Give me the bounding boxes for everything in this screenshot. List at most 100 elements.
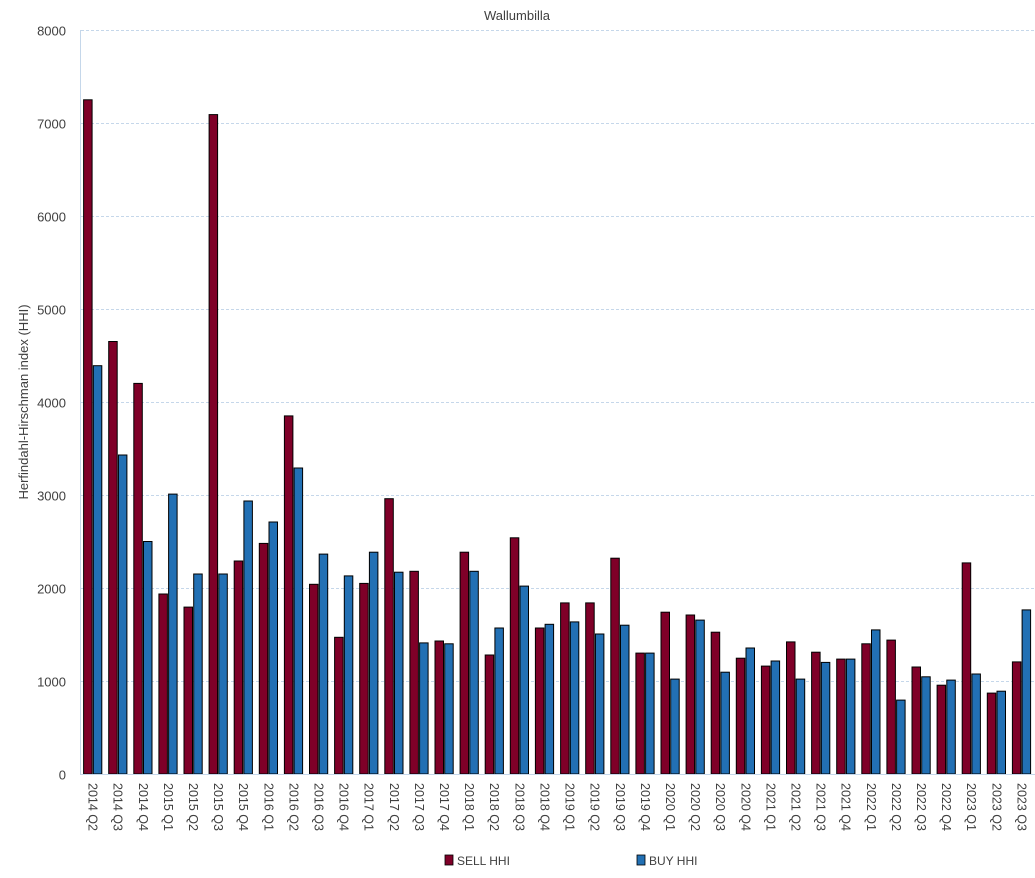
x-tick-label: 2017 Q2 bbox=[387, 783, 401, 831]
bar-buy bbox=[820, 661, 831, 775]
x-tick-label: 2020 Q1 bbox=[663, 783, 677, 831]
x-tick-label: 2017 Q4 bbox=[437, 783, 451, 831]
x-tick-label: 2018 Q3 bbox=[512, 783, 526, 831]
bar-buy bbox=[519, 585, 529, 775]
bar-buy bbox=[544, 623, 555, 775]
bar-sell bbox=[986, 692, 997, 775]
y-tick-label: 0 bbox=[59, 768, 66, 783]
y-axis-label: Herfindahl-Hirschman index (HHI) bbox=[16, 304, 31, 499]
x-tick-label: 2014 Q2 bbox=[86, 783, 100, 831]
bar-buy bbox=[946, 679, 956, 775]
bar-sell bbox=[158, 593, 168, 775]
x-tick-label: 2014 Q3 bbox=[111, 783, 125, 831]
bars bbox=[83, 99, 1032, 775]
x-tick-label: 2019 Q4 bbox=[638, 783, 652, 831]
bar-buy bbox=[243, 500, 253, 775]
bar-buy bbox=[494, 627, 504, 775]
x-tick-label: 2016 Q1 bbox=[261, 783, 275, 831]
x-tick-label: 2021 Q4 bbox=[839, 783, 853, 831]
y-tick-label: 7000 bbox=[37, 117, 66, 132]
bar-sell bbox=[108, 341, 118, 775]
bar-sell bbox=[760, 665, 771, 775]
y-tick-label: 6000 bbox=[37, 210, 66, 225]
x-tick-label: 2016 Q2 bbox=[286, 783, 300, 831]
x-tick-label: 2021 Q2 bbox=[789, 783, 803, 831]
bar-sell bbox=[836, 658, 846, 775]
bar-buy bbox=[469, 570, 479, 775]
x-tick-label: 2016 Q3 bbox=[312, 783, 326, 831]
bar-sell bbox=[534, 627, 545, 775]
bar-sell bbox=[283, 415, 294, 775]
x-tick-label: 2019 Q3 bbox=[613, 783, 627, 831]
chart-title: Wallumbilla bbox=[484, 8, 551, 23]
x-tick-label: 2015 Q2 bbox=[186, 783, 200, 831]
bar-sell bbox=[811, 651, 821, 775]
bar-buy bbox=[168, 493, 178, 775]
bar-buy bbox=[193, 573, 203, 775]
x-tick-label: 2015 Q4 bbox=[236, 783, 250, 831]
bar-buy bbox=[695, 619, 705, 775]
y-tick-label: 2000 bbox=[37, 582, 66, 597]
x-tick-label: 2022 Q3 bbox=[914, 783, 928, 831]
bar-buy bbox=[92, 365, 103, 775]
bar-buy bbox=[318, 553, 329, 775]
bar-buy bbox=[117, 454, 128, 775]
x-tick-label: 2022 Q4 bbox=[939, 783, 953, 831]
bar-buy bbox=[645, 652, 655, 775]
bar-buy bbox=[419, 642, 429, 775]
bar-buy bbox=[218, 573, 228, 775]
bar-sell bbox=[685, 614, 696, 775]
y-axis-ticks: 0 1000 2000 3000 4000 5000 6000 7000 8000 bbox=[37, 24, 66, 783]
x-tick-label: 2018 Q4 bbox=[537, 783, 551, 831]
y-tick-label: 1000 bbox=[37, 675, 66, 690]
x-tick-label: 2015 Q3 bbox=[211, 783, 225, 831]
gridlines bbox=[81, 30, 1035, 682]
bar-sell bbox=[233, 560, 244, 775]
bar-buy bbox=[444, 643, 454, 775]
y-tick-label: 3000 bbox=[37, 489, 66, 504]
bar-sell bbox=[484, 654, 495, 775]
bar-sell bbox=[409, 570, 419, 775]
bar-sell bbox=[359, 582, 369, 775]
bar-buy bbox=[1021, 609, 1032, 775]
x-tick-label: 2020 Q3 bbox=[713, 783, 727, 831]
x-tick-label: 2014 Q4 bbox=[136, 783, 150, 831]
x-tick-label: 2022 Q1 bbox=[864, 783, 878, 831]
bar-sell bbox=[459, 551, 470, 775]
bar-buy bbox=[143, 541, 153, 775]
bar-buy bbox=[770, 660, 781, 775]
bar-buy bbox=[795, 678, 806, 775]
bar-sell bbox=[509, 537, 520, 775]
bar-sell bbox=[660, 611, 670, 775]
x-tick-label: 2019 Q2 bbox=[588, 783, 602, 831]
bar-buy bbox=[871, 629, 881, 775]
bar-buy bbox=[394, 571, 404, 775]
bar-sell bbox=[786, 641, 796, 775]
x-tick-label: 2018 Q2 bbox=[487, 783, 501, 831]
x-tick-label: 2020 Q2 bbox=[688, 783, 702, 831]
legend-label-buy: BUY HHI bbox=[649, 854, 697, 868]
x-tick-label: 2016 Q4 bbox=[337, 783, 351, 831]
bar-buy bbox=[670, 678, 680, 775]
bar-buy bbox=[343, 575, 354, 775]
x-tick-label: 2020 Q4 bbox=[738, 783, 752, 831]
bar-buy bbox=[268, 521, 278, 775]
bar-sell bbox=[936, 684, 947, 775]
bar-sell bbox=[635, 652, 645, 775]
bar-sell bbox=[961, 562, 972, 775]
x-tick-label: 2018 Q1 bbox=[462, 783, 476, 831]
bar-sell bbox=[133, 382, 143, 775]
legend: SELL HHI BUY HHI bbox=[444, 854, 697, 868]
x-tick-label: 2023 Q1 bbox=[964, 783, 978, 831]
x-tick-label: 2022 Q2 bbox=[889, 783, 903, 831]
bar-buy bbox=[594, 633, 605, 775]
bar-buy bbox=[720, 671, 730, 775]
bar-sell bbox=[309, 583, 319, 775]
bar-sell bbox=[208, 114, 219, 775]
bar-sell bbox=[434, 640, 444, 775]
bar-buy bbox=[921, 676, 931, 775]
x-tick-label: 2017 Q3 bbox=[412, 783, 426, 831]
x-tick-label: 2023 Q3 bbox=[1014, 783, 1028, 831]
legend-label-sell: SELL HHI bbox=[457, 854, 510, 868]
bar-sell bbox=[83, 99, 93, 775]
